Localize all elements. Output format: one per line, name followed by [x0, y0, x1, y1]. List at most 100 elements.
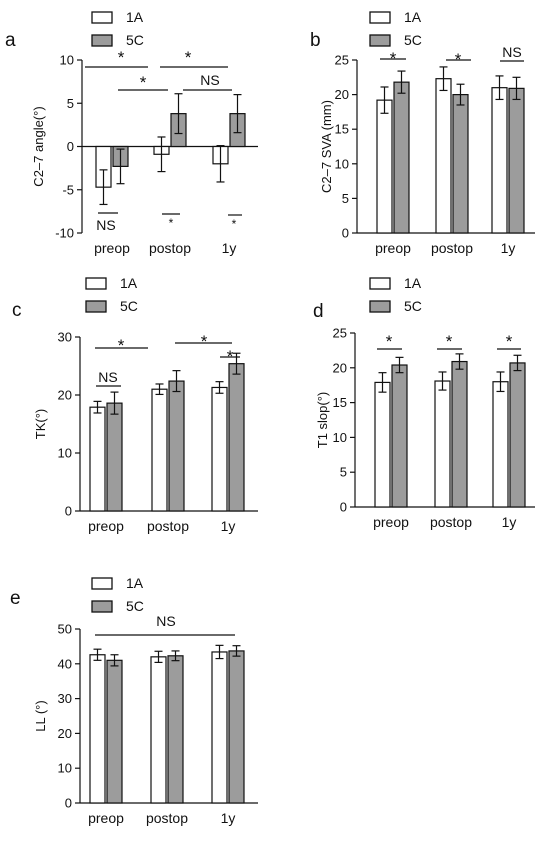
y-tick-label: 0: [342, 226, 349, 241]
y-tick-label: 5: [67, 96, 74, 111]
x-tick-label: 1y: [221, 810, 236, 826]
y-tick-label: 50: [58, 622, 72, 637]
x-tick-label: postop: [147, 518, 189, 534]
legend-label-1: 1A: [404, 275, 422, 291]
legend-swatch-1: [369, 277, 391, 290]
error-bar: [438, 371, 447, 391]
x-tick-label: 1y: [501, 240, 516, 256]
y-tick-label: 0: [65, 504, 72, 519]
bar-group1: [434, 380, 451, 508]
bar-group1: [491, 87, 508, 234]
panel-letter: d: [313, 301, 324, 322]
x-tick-label: 1y: [221, 518, 236, 534]
error-bar: [512, 76, 521, 101]
error-bar: [174, 93, 183, 135]
legend-label-2: 5C: [404, 298, 422, 314]
error-bar: [496, 371, 505, 393]
error-bar: [110, 391, 119, 415]
y-tick-label: 5: [340, 465, 347, 480]
significance-label: *: [201, 332, 208, 351]
legend-swatch-2: [91, 600, 113, 613]
significance-label: NS: [200, 72, 219, 88]
y-tick-label: -5: [62, 182, 74, 197]
significance-label: NS: [96, 217, 115, 233]
bar-group1: [492, 381, 509, 508]
x-tick-label: postop: [431, 240, 473, 256]
y-axis-label: C2–7 SVA (mm): [319, 100, 334, 193]
y-axis-label: TK(°): [33, 409, 48, 439]
significance-label: *: [140, 73, 147, 92]
y-tick-label: 25: [335, 53, 349, 68]
legend-label-1: 1A: [404, 9, 422, 25]
bar-group2: [168, 380, 185, 512]
y-tick-label: 20: [58, 726, 72, 741]
y-axis-label: LL (°): [33, 700, 48, 731]
bar-group1: [435, 78, 452, 234]
y-tick-label: 10: [335, 156, 349, 171]
error-bar: [93, 648, 102, 661]
x-tick-label: 1y: [222, 240, 237, 256]
x-tick-label: preop: [373, 514, 409, 530]
error-bar: [172, 370, 181, 393]
y-tick-label: 30: [58, 691, 72, 706]
y-tick-label: 0: [67, 139, 74, 154]
y-tick-label: 25: [333, 326, 347, 341]
significance-label: *: [169, 216, 174, 230]
legend-label-1: 1A: [126, 575, 144, 591]
error-bar: [513, 354, 522, 372]
significance-label: NS: [98, 369, 117, 385]
bar-group1: [151, 388, 168, 512]
error-bar: [495, 75, 504, 101]
error-bar: [380, 86, 389, 114]
x-tick-label: preop: [375, 240, 411, 256]
legend-swatch-2: [369, 300, 391, 313]
significance-label: *: [232, 217, 237, 231]
significance-label: *: [118, 336, 125, 355]
x-tick-label: preop: [88, 810, 124, 826]
legend-label-1: 1A: [120, 275, 138, 291]
error-bar: [215, 644, 224, 660]
significance-label: *: [227, 347, 234, 366]
error-bar: [232, 645, 241, 657]
x-tick-label: postop: [149, 240, 191, 256]
error-bar: [116, 148, 125, 185]
legend-label-2: 5C: [404, 32, 422, 48]
error-bar: [456, 83, 465, 106]
bar-group1: [211, 386, 228, 512]
bar-group2: [391, 364, 408, 508]
panel-letter: c: [12, 300, 22, 321]
significance-label: *: [446, 332, 453, 351]
bar-group2: [451, 360, 468, 508]
legend-swatch-2: [85, 300, 107, 313]
legend-label-2: 5C: [120, 298, 138, 314]
error-bar: [171, 650, 180, 662]
x-tick-label: postop: [430, 514, 472, 530]
x-tick-label: preop: [94, 240, 130, 256]
error-bar: [99, 169, 108, 206]
legend-swatch-2: [369, 34, 391, 47]
y-tick-label: 30: [58, 330, 72, 345]
panel-letter: a: [5, 30, 16, 51]
y-axis-label: T1 slop(°): [315, 392, 330, 449]
significance-label: *: [455, 50, 462, 69]
y-axis-label: C2–7 angle(°): [31, 106, 46, 186]
significance-label: *: [185, 48, 192, 67]
error-bar: [154, 650, 163, 664]
panel-letter: b: [310, 30, 321, 51]
error-bar: [93, 400, 102, 414]
bar-group1: [89, 406, 106, 512]
error-bar: [439, 66, 448, 92]
bar-group2: [393, 81, 410, 234]
x-tick-label: preop: [88, 518, 124, 534]
legend-swatch-1: [369, 11, 391, 24]
error-bar: [233, 93, 242, 134]
error-bar: [155, 383, 164, 396]
